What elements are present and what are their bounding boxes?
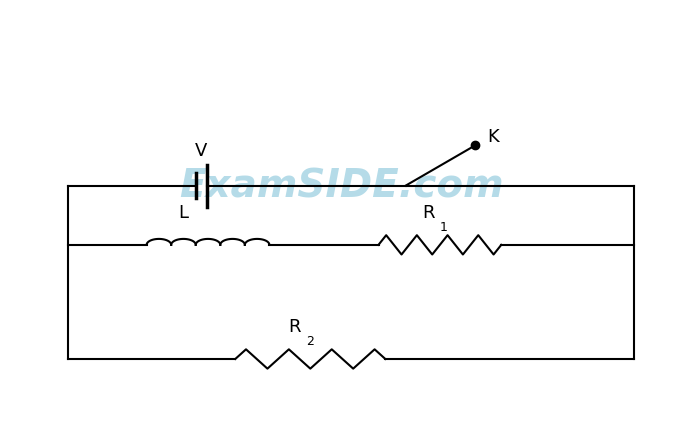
Text: V: V [195,142,207,160]
Text: ExamSIDE.com: ExamSIDE.com [179,167,503,205]
Text: L: L [178,203,188,222]
Text: 1: 1 [439,220,447,233]
Text: R: R [422,203,434,222]
Text: K: K [488,127,499,146]
Text: R: R [288,317,301,336]
Text: 2: 2 [306,334,314,347]
